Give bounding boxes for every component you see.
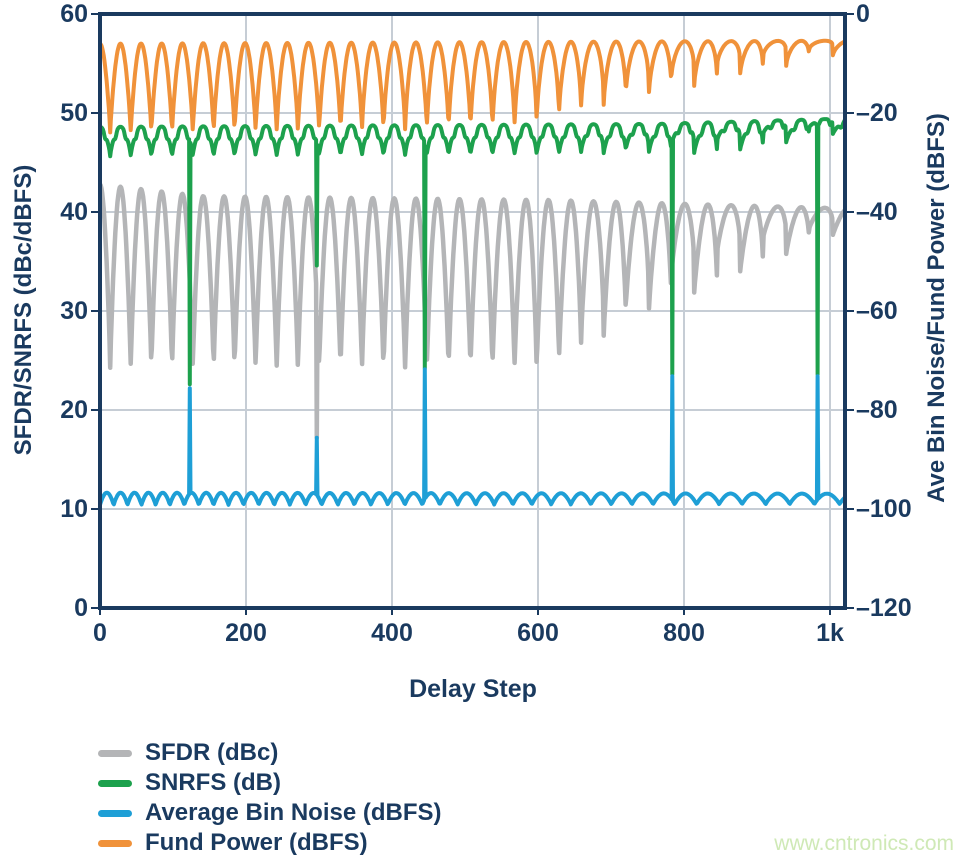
y-left-tick-label: 40 xyxy=(60,198,88,226)
y-right-tick xyxy=(847,409,854,411)
x-tick-label: 0 xyxy=(93,619,107,647)
legend-label-bin-noise: Average Bin Noise (dBFS) xyxy=(145,799,442,826)
x-tick-label: 200 xyxy=(225,619,267,647)
x-tick-label: 800 xyxy=(663,619,705,647)
y-left-tick-label: 30 xyxy=(60,297,88,325)
y-left-tick xyxy=(91,112,98,114)
legend-label-fund-power: Fund Power (dBFS) xyxy=(145,829,368,856)
y-axis-right-title: Ave Bin Noise/Fund Power (dBFS) xyxy=(923,113,950,503)
x-axis-title: Delay Step xyxy=(409,675,537,703)
y-left-tick xyxy=(91,607,98,609)
y-left-tick xyxy=(91,13,98,15)
legend-item-fund-power: Fund Power (dBFS) xyxy=(98,828,442,858)
y-right-tick xyxy=(847,607,854,609)
y-left-tick xyxy=(91,310,98,312)
legend-label-snrfs: SNRFS (dB) xyxy=(145,769,281,796)
y-left-tick xyxy=(91,211,98,213)
legend-swatch-bin-noise xyxy=(98,809,132,817)
y-left-tick-label: 50 xyxy=(60,99,88,127)
y-left-tick-label: 0 xyxy=(74,594,88,622)
legend-label-sfdr: SFDR (dBc) xyxy=(145,739,279,766)
y-right-tick xyxy=(847,112,854,114)
y-right-tick-label: –20 xyxy=(856,99,898,127)
y-axis-left-title: SFDR/SNRFS (dBc/dBFS) xyxy=(10,164,37,456)
series-line-snrfs xyxy=(98,117,847,387)
legend-swatch-sfdr xyxy=(98,749,132,757)
y-right-tick xyxy=(847,13,854,15)
legend-swatch-fund-power xyxy=(98,839,132,847)
legend-item-bin-noise: Average Bin Noise (dBFS) xyxy=(98,798,442,828)
x-tick-label: 600 xyxy=(517,619,559,647)
y-left-tick xyxy=(91,409,98,411)
legend: SFDR (dBc) SNRFS (dB) Average Bin Noise … xyxy=(98,738,442,858)
x-tick xyxy=(829,608,831,615)
y-left-tick-label: 20 xyxy=(60,396,88,424)
plot-area xyxy=(98,12,847,610)
legend-item-sfdr: SFDR (dBc) xyxy=(98,738,442,768)
x-tick xyxy=(245,608,247,615)
x-tick xyxy=(683,608,685,615)
y-left-tick-label: 10 xyxy=(60,495,88,523)
x-tick xyxy=(537,608,539,615)
x-tick-label: 400 xyxy=(371,619,413,647)
series-lines xyxy=(98,38,847,507)
y-right-tick-label: –120 xyxy=(856,594,912,622)
y-right-tick xyxy=(847,508,854,510)
series-line-sfdr xyxy=(98,182,847,440)
y-right-tick-label: 0 xyxy=(856,0,870,28)
x-tick xyxy=(99,608,101,615)
y-right-tick xyxy=(847,310,854,312)
x-tick xyxy=(391,608,393,615)
y-right-tick-label: –100 xyxy=(856,495,912,523)
y-right-tick-label: –80 xyxy=(856,396,898,424)
series-line-fund xyxy=(98,38,847,135)
series-line-noise xyxy=(98,367,847,507)
y-right-tick-label: –40 xyxy=(856,198,898,226)
plot-border xyxy=(98,12,847,610)
y-right-tick xyxy=(847,211,854,213)
y-left-tick xyxy=(91,508,98,510)
legend-swatch-snrfs xyxy=(98,779,132,787)
x-tick-label: 1k xyxy=(816,619,844,647)
y-right-tick-label: –60 xyxy=(856,297,898,325)
y-left-tick-label: 60 xyxy=(60,0,88,28)
watermark: www.cntronics.com xyxy=(774,832,954,855)
legend-item-snrfs: SNRFS (dB) xyxy=(98,768,442,798)
